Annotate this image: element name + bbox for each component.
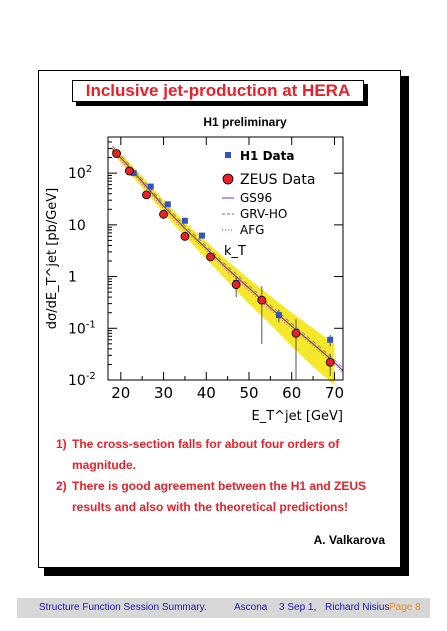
chart-title: H1 preliminary <box>203 115 287 129</box>
conclusion-item: 1) The cross-section falls for about fou… <box>56 434 396 476</box>
legend-h1-marker <box>225 152 231 158</box>
h1-data-point <box>199 232 205 239</box>
zeus-data-point <box>291 328 301 338</box>
chart-svg: H1 preliminary 20 30 40 50 60 70 10-2 10-1 1 10 10… <box>45 115 344 424</box>
grv-ho-curve <box>111 145 344 369</box>
zeus-data-point <box>231 280 241 289</box>
h1-data-point <box>181 217 188 224</box>
y-tick-label: 10 <box>68 218 86 234</box>
x-tick-label: 40 <box>197 384 216 402</box>
h1-data-point <box>130 170 137 177</box>
legend-grv-label: GRV-HO <box>240 207 287 221</box>
afg-curve <box>111 150 344 374</box>
zeus-data-point <box>206 252 215 262</box>
zeus-data-point <box>112 149 121 158</box>
slide-title: Inclusive jet-production at HERA <box>72 80 364 102</box>
footer-bar: Structure Function Session Summary. Asco… <box>17 598 430 618</box>
footer-date: 3 Sep 1, <box>279 602 317 613</box>
x-axis-label: E_T^jet [GeV] <box>252 409 344 424</box>
zeus-data-point <box>257 295 267 305</box>
legend-gs96-label: GS96 <box>240 191 272 205</box>
y-axis-label: dσ/dE_T^jet [pb/GeV] <box>45 188 60 330</box>
y-tick-label: 102 <box>68 164 92 182</box>
slide-panel <box>38 70 401 568</box>
h1-data-point <box>164 201 171 208</box>
footer-place: Ascona <box>234 602 268 613</box>
x-tick-label: 50 <box>239 384 258 402</box>
legend-zeus-marker <box>222 173 234 185</box>
zeus-data-point <box>142 190 151 200</box>
legend-zeus-label: ZEUS Data <box>240 172 315 188</box>
x-tick-label: 60 <box>282 384 301 402</box>
plot-frame <box>107 136 344 381</box>
h1-data-point <box>327 336 334 343</box>
conclusion-number: 1) <box>56 437 67 451</box>
y-tick-label: 10-1 <box>68 319 96 337</box>
legend-h1-label: H1 Data <box>240 149 294 163</box>
x-tick-label: 70 <box>325 384 344 402</box>
conclusion-text: The cross-section falls for about four o… <box>72 437 340 472</box>
footer-page-number: Page 8 <box>389 602 421 613</box>
footer-session: Structure Function Session Summary. <box>39 602 207 613</box>
y-tick-label: 10-2 <box>68 371 96 389</box>
y-tick-label: 1 <box>68 270 77 286</box>
author-name: A. Valkarova <box>313 533 385 547</box>
conclusion-text: There is good agreement between the H1 a… <box>72 479 367 514</box>
x-tick-label: 20 <box>111 384 130 402</box>
zeus-data-point <box>325 357 335 367</box>
zeus-data-point <box>180 231 190 241</box>
gs96-curve <box>111 148 344 372</box>
conclusion-number: 2) <box>56 479 67 493</box>
legend-afg-label: AFG <box>240 223 264 237</box>
zeus-data-point <box>124 166 134 176</box>
cross-section-plot: H1 preliminary 20 30 40 50 60 70 10-2 10-1 1 10 10… <box>38 110 401 430</box>
conclusions-list: 1) The cross-section falls for about fou… <box>56 434 396 518</box>
zeus-data-point <box>159 209 168 219</box>
legend-kt-label: k_T <box>224 244 246 259</box>
h1-data-point <box>275 312 282 319</box>
h1-data-point <box>147 183 154 190</box>
x-tick-label: 30 <box>154 384 173 402</box>
conclusion-item: 2) There is good agreement between the H… <box>56 476 396 518</box>
footer-speaker: Richard Nisius <box>325 602 390 613</box>
